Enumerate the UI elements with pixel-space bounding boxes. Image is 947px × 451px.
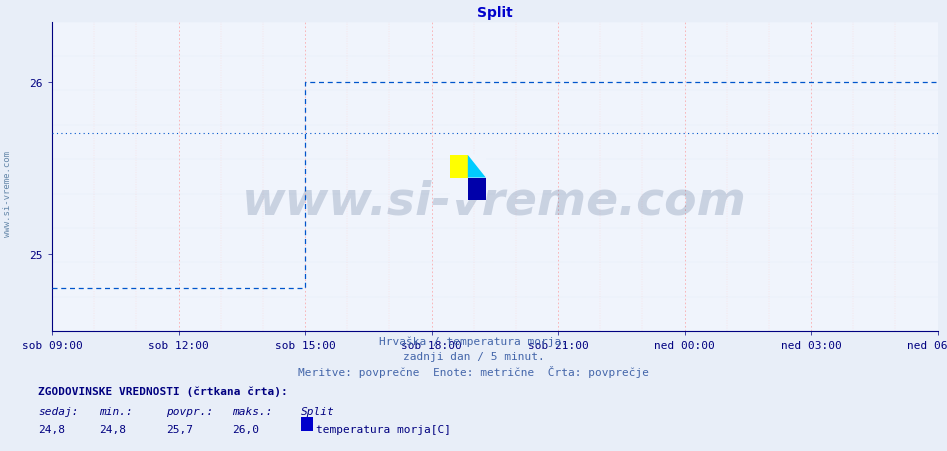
Text: 24,8: 24,8 (99, 424, 127, 434)
Text: maks.:: maks.: (232, 406, 273, 416)
Text: sedaj:: sedaj: (38, 406, 79, 416)
Text: 26,0: 26,0 (232, 424, 259, 434)
Text: min.:: min.: (99, 406, 134, 416)
Polygon shape (468, 156, 486, 178)
Title: Split: Split (477, 6, 512, 20)
Text: www.si-vreme.com: www.si-vreme.com (3, 151, 12, 237)
Text: ZGODOVINSKE VREDNOSTI (črtkana črta):: ZGODOVINSKE VREDNOSTI (črtkana črta): (38, 386, 288, 396)
Text: temperatura morja[C]: temperatura morja[C] (316, 424, 452, 434)
Text: 24,8: 24,8 (38, 424, 65, 434)
Text: Hrvaška / temperatura morja.: Hrvaška / temperatura morja. (379, 336, 568, 346)
Text: 25,7: 25,7 (166, 424, 193, 434)
Polygon shape (468, 178, 486, 201)
Text: zadnji dan / 5 minut.: zadnji dan / 5 minut. (402, 351, 545, 361)
Text: povpr.:: povpr.: (166, 406, 213, 416)
Polygon shape (450, 156, 468, 178)
Text: www.si-vreme.com: www.si-vreme.com (242, 179, 747, 224)
Text: Meritve: povprečne  Enote: metrične  Črta: povprečje: Meritve: povprečne Enote: metrične Črta:… (298, 365, 649, 377)
Text: Split: Split (301, 406, 335, 416)
